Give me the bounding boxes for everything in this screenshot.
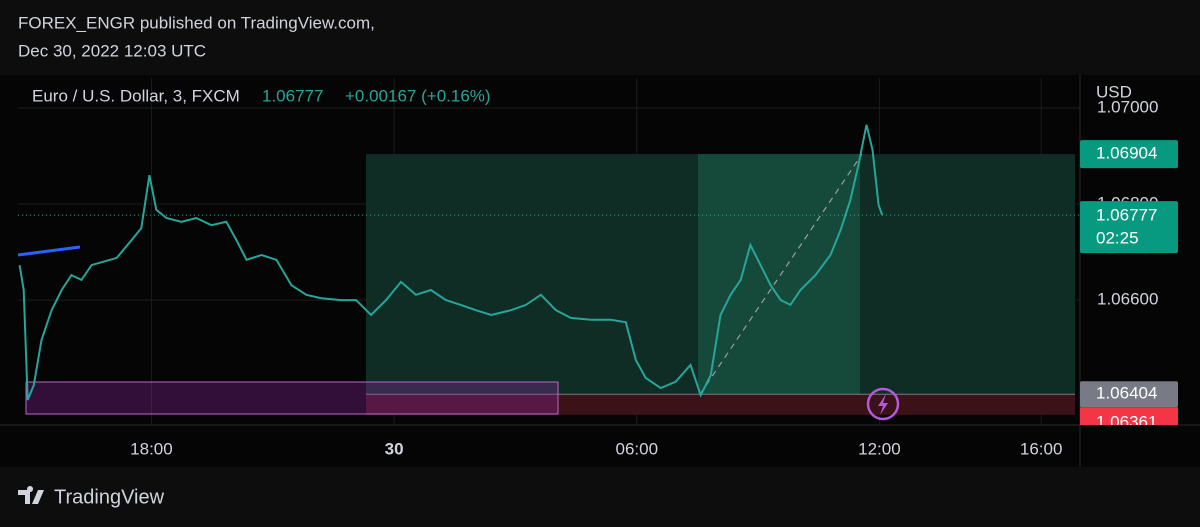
stop-label: 1.06361 <box>1096 412 1157 431</box>
target-label: 1.06904 <box>1096 144 1157 163</box>
price-line <box>18 124 884 401</box>
y-tick-label: 1.06600 <box>1097 290 1158 309</box>
target-zone-active <box>698 154 860 395</box>
plot: 18:003006:0012:0016:001.070001.068001.06… <box>0 75 1200 467</box>
symbol-title: Euro / U.S. Dollar, 3, FXCM <box>32 86 240 105</box>
x-tick-label: 18:00 <box>130 439 173 458</box>
x-tick-label: 16:00 <box>1020 439 1063 458</box>
last-price-label: 1.06777 <box>1096 206 1157 225</box>
publisher: FOREX_ENGR published on TradingView.com, <box>18 13 375 32</box>
logo <box>18 486 44 504</box>
header-change: +0.00167 (+0.16%) <box>345 86 491 105</box>
countdown-label: 02:25 <box>1096 229 1139 248</box>
last-price-box <box>1080 201 1178 254</box>
zone-box <box>25 381 559 415</box>
x-tick-label: 30 <box>385 439 404 458</box>
trend-line <box>17 245 81 257</box>
entry-label-box <box>1080 381 1178 408</box>
x-tick-label: 12:00 <box>858 439 901 458</box>
entry-label: 1.06404 <box>1096 384 1157 403</box>
x-tick-label: 06:00 <box>615 439 658 458</box>
currency: USD <box>1096 82 1132 101</box>
alert-icon <box>866 387 900 421</box>
projection-line <box>699 153 863 395</box>
stop-label-box <box>1080 407 1178 425</box>
header-price: 1.06777 <box>262 86 323 105</box>
publish-date: Dec 30, 2022 12:03 UTC <box>18 41 206 60</box>
target-label-box <box>1080 140 1178 169</box>
brand: TradingView <box>54 486 165 508</box>
alert-bolt <box>878 394 888 415</box>
y-tick-label: 1.07000 <box>1097 97 1158 116</box>
